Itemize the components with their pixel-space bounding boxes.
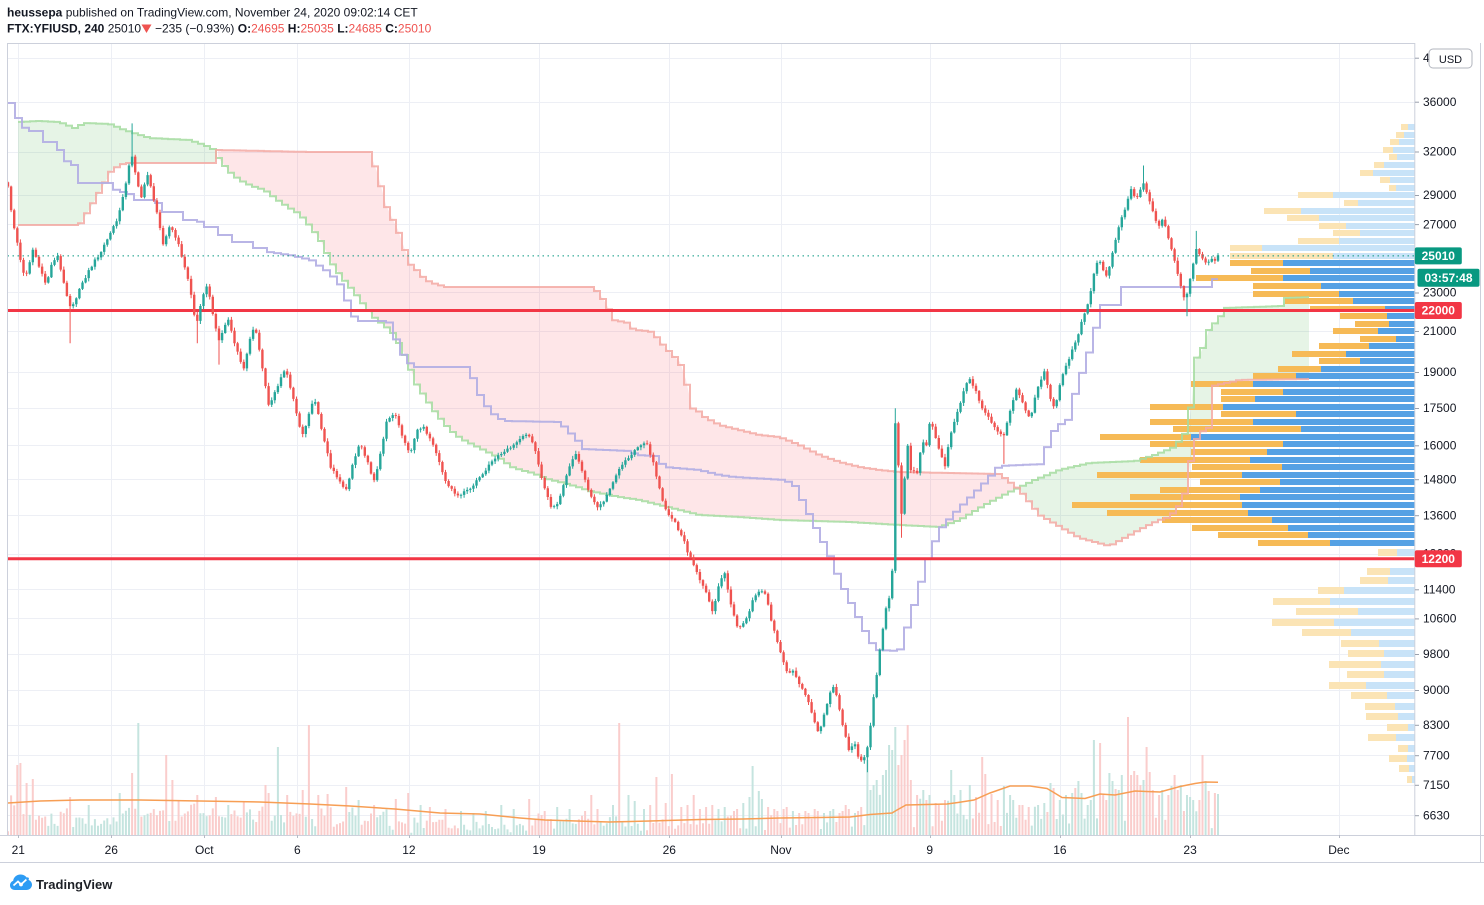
svg-text:Oct: Oct	[195, 843, 214, 857]
svg-text:10600: 10600	[1423, 612, 1457, 626]
svg-text:TradingView: TradingView	[36, 877, 113, 892]
svg-text:9000: 9000	[1423, 683, 1450, 697]
svg-text:7700: 7700	[1423, 748, 1450, 762]
svg-text:26: 26	[105, 843, 119, 857]
svg-text:14800: 14800	[1423, 472, 1457, 486]
svg-text:29000: 29000	[1423, 188, 1457, 202]
svg-text:27000: 27000	[1423, 217, 1457, 231]
svg-text:6630: 6630	[1423, 808, 1450, 822]
svg-text:36000: 36000	[1423, 95, 1457, 109]
svg-text:13600: 13600	[1423, 508, 1457, 522]
svg-text:17500: 17500	[1423, 401, 1457, 415]
svg-text:FTX:YFIUSD, 240 25010: FTX:YFIUSD, 240 25010	[7, 21, 141, 35]
svg-text:Nov: Nov	[770, 843, 791, 857]
svg-text:32000: 32000	[1423, 145, 1457, 159]
svg-text:Dec: Dec	[1328, 843, 1349, 857]
svg-text:19: 19	[532, 843, 546, 857]
svg-text:19000: 19000	[1423, 365, 1457, 379]
svg-text:12200: 12200	[1422, 552, 1456, 566]
svg-text:23000: 23000	[1423, 286, 1457, 300]
svg-text:9800: 9800	[1423, 647, 1450, 661]
svg-text:heussepa published on TradingV: heussepa published on TradingView.com, N…	[7, 6, 418, 20]
svg-text:23: 23	[1183, 843, 1197, 857]
svg-text:11400: 11400	[1423, 583, 1456, 597]
svg-text:22000: 22000	[1422, 304, 1456, 318]
svg-text:12: 12	[402, 843, 416, 857]
svg-text:−235 (−0.93%) O:24695 H:25035: −235 (−0.93%) O:24695 H:25035 L:24685 C:…	[155, 21, 432, 35]
svg-text:25010: 25010	[1422, 249, 1456, 263]
svg-text:16000: 16000	[1423, 439, 1457, 453]
svg-text:21: 21	[12, 843, 26, 857]
svg-text:6: 6	[294, 843, 301, 857]
svg-text:16: 16	[1053, 843, 1067, 857]
svg-text:7150: 7150	[1423, 778, 1450, 792]
svg-text:8300: 8300	[1423, 718, 1450, 732]
svg-text:26: 26	[663, 843, 677, 857]
svg-text:03:57:48: 03:57:48	[1424, 271, 1472, 285]
svg-text:USD: USD	[1439, 54, 1462, 66]
svg-text:9: 9	[926, 843, 933, 857]
svg-text:21000: 21000	[1423, 324, 1457, 338]
